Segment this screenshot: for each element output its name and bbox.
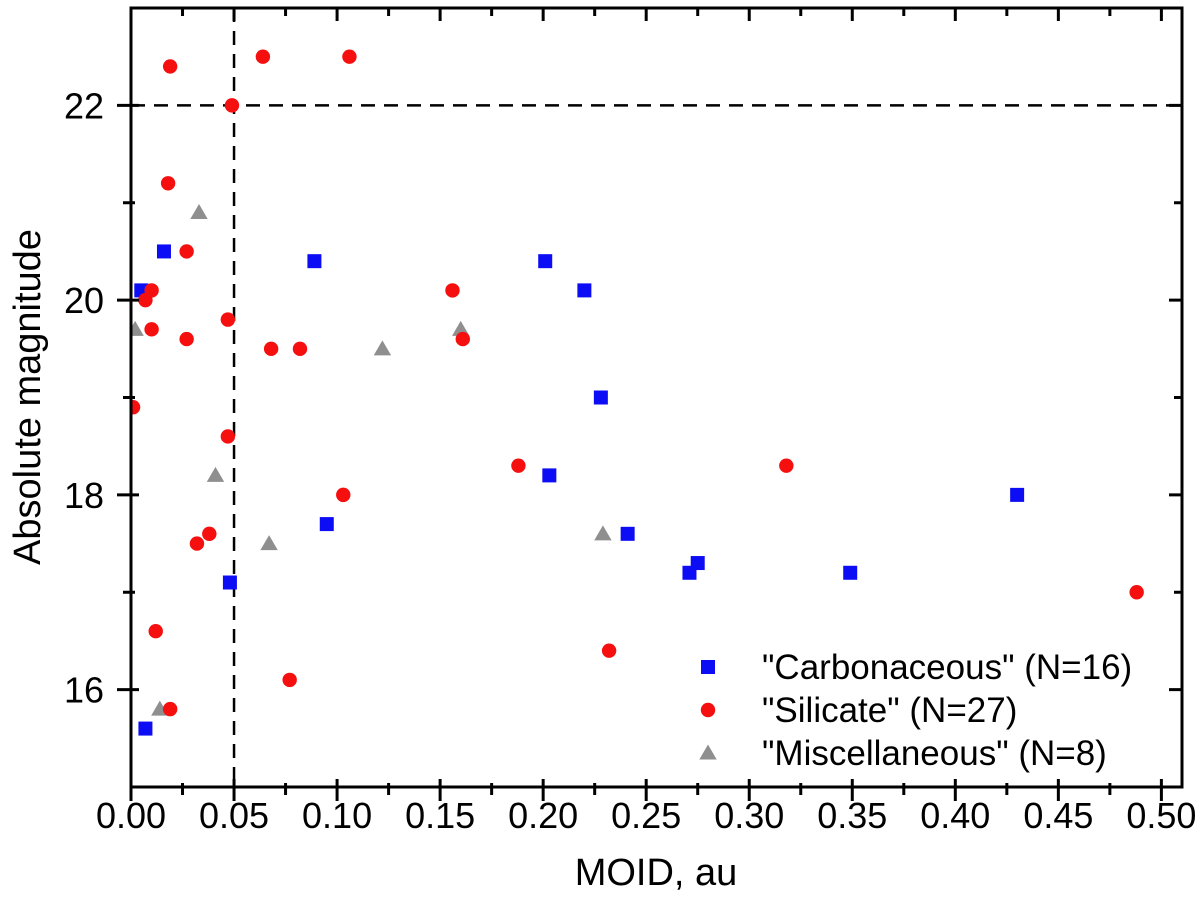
data-point-square — [156, 244, 171, 259]
data-point-circle — [336, 487, 351, 503]
x-tick-label: 0.35 — [817, 795, 887, 836]
x-tick-label: 0.20 — [508, 795, 578, 836]
data-point-circle — [282, 672, 297, 688]
data-point-circle — [779, 458, 794, 473]
data-point-triangle — [373, 340, 392, 356]
x-tick-label: 0.40 — [920, 795, 990, 836]
data-point-circle — [1129, 585, 1144, 600]
reference-lines-layer — [131, 8, 1182, 787]
legend-square-marker — [701, 660, 715, 674]
data-point-circle — [162, 59, 178, 74]
data-point-triangle — [131, 320, 144, 336]
data-point-circle — [601, 643, 617, 658]
data-point-triangle — [452, 320, 470, 336]
data-point-circle — [189, 536, 205, 551]
tick-labels-layer: 0.00 0.05 0.10 0.15 0.20 0.25 0.30 0.35 0.40 0.45… — [64, 85, 1196, 836]
data-point-circle — [220, 429, 236, 444]
data-point-triangle — [206, 466, 225, 482]
y-tick-label: 16 — [64, 670, 104, 711]
legend-label: "Carbonaceous" (N=16) — [762, 648, 1132, 687]
legend: "Carbonaceous" (N=16) "Silicate" (N=27) "M… — [699, 648, 1132, 773]
y-axis-title: Absolute magnitude — [7, 229, 49, 565]
plot-border — [129, 6, 1184, 789]
legend-item: "Silicate" (N=27) — [700, 691, 1017, 730]
data-point-square — [538, 254, 553, 269]
data-point-circle — [179, 331, 194, 347]
data-point-square — [1010, 487, 1025, 502]
x-tick-label: 0.50 — [1126, 795, 1196, 836]
data-point-circle — [455, 331, 470, 347]
data-point-circle — [179, 244, 194, 259]
data-point-square — [542, 468, 557, 483]
data-point-circle — [445, 283, 460, 298]
data-point-triangle — [190, 203, 208, 219]
legend-label: "Silicate" (N=27) — [762, 691, 1017, 730]
x-axis-title: MOID, au — [575, 852, 738, 894]
x-tick-label: 0.00 — [96, 795, 166, 836]
legend-label: "Miscellaneous" (N=8) — [762, 734, 1107, 773]
x-tick-label: 0.30 — [714, 795, 784, 836]
data-point-circle — [220, 312, 236, 327]
x-tick-label: 0.25 — [611, 795, 681, 836]
data-point-circle — [511, 458, 526, 473]
data-point-circle — [144, 283, 159, 298]
legend-item: "Carbonaceous" (N=16) — [701, 648, 1132, 687]
data-point-square — [620, 526, 635, 541]
data-point-circle — [131, 400, 141, 415]
data-point-square — [319, 517, 334, 532]
data-point-circle — [144, 322, 159, 337]
data-point-circle — [342, 49, 357, 64]
y-tick-label: 22 — [64, 85, 104, 126]
data-point-circle — [202, 526, 217, 542]
data-point-circle — [224, 98, 240, 113]
data-point-triangle — [260, 535, 278, 551]
data-point-square — [690, 556, 705, 571]
data-point-square — [222, 575, 237, 590]
x-tick-label: 0.10 — [302, 795, 372, 836]
data-point-square — [593, 390, 608, 405]
y-tick-label: 20 — [64, 280, 104, 321]
x-tick-label: 0.15 — [405, 795, 475, 836]
data-point-circle — [292, 341, 308, 357]
x-tick-label: 0.45 — [1023, 795, 1093, 836]
data-point-circle — [255, 49, 271, 64]
data-point-square — [307, 254, 322, 269]
data-point-circle — [148, 624, 163, 639]
data-point-circle — [162, 701, 178, 717]
legend-triangle-marker — [699, 744, 717, 760]
data-point-circle — [263, 341, 279, 357]
data-point-triangle — [594, 525, 612, 541]
legend-item: "Miscellaneous" (N=8) — [699, 734, 1107, 773]
axes-layer — [117, 6, 1184, 801]
data-point-circle — [160, 176, 176, 191]
data-point-square — [577, 283, 592, 298]
data-points-layer — [131, 49, 1144, 736]
data-point-square — [843, 565, 858, 580]
legend-circle-marker — [700, 702, 716, 718]
x-tick-label: 0.05 — [199, 795, 269, 836]
data-point-square — [138, 721, 153, 736]
y-tick-label: 18 — [64, 475, 104, 516]
